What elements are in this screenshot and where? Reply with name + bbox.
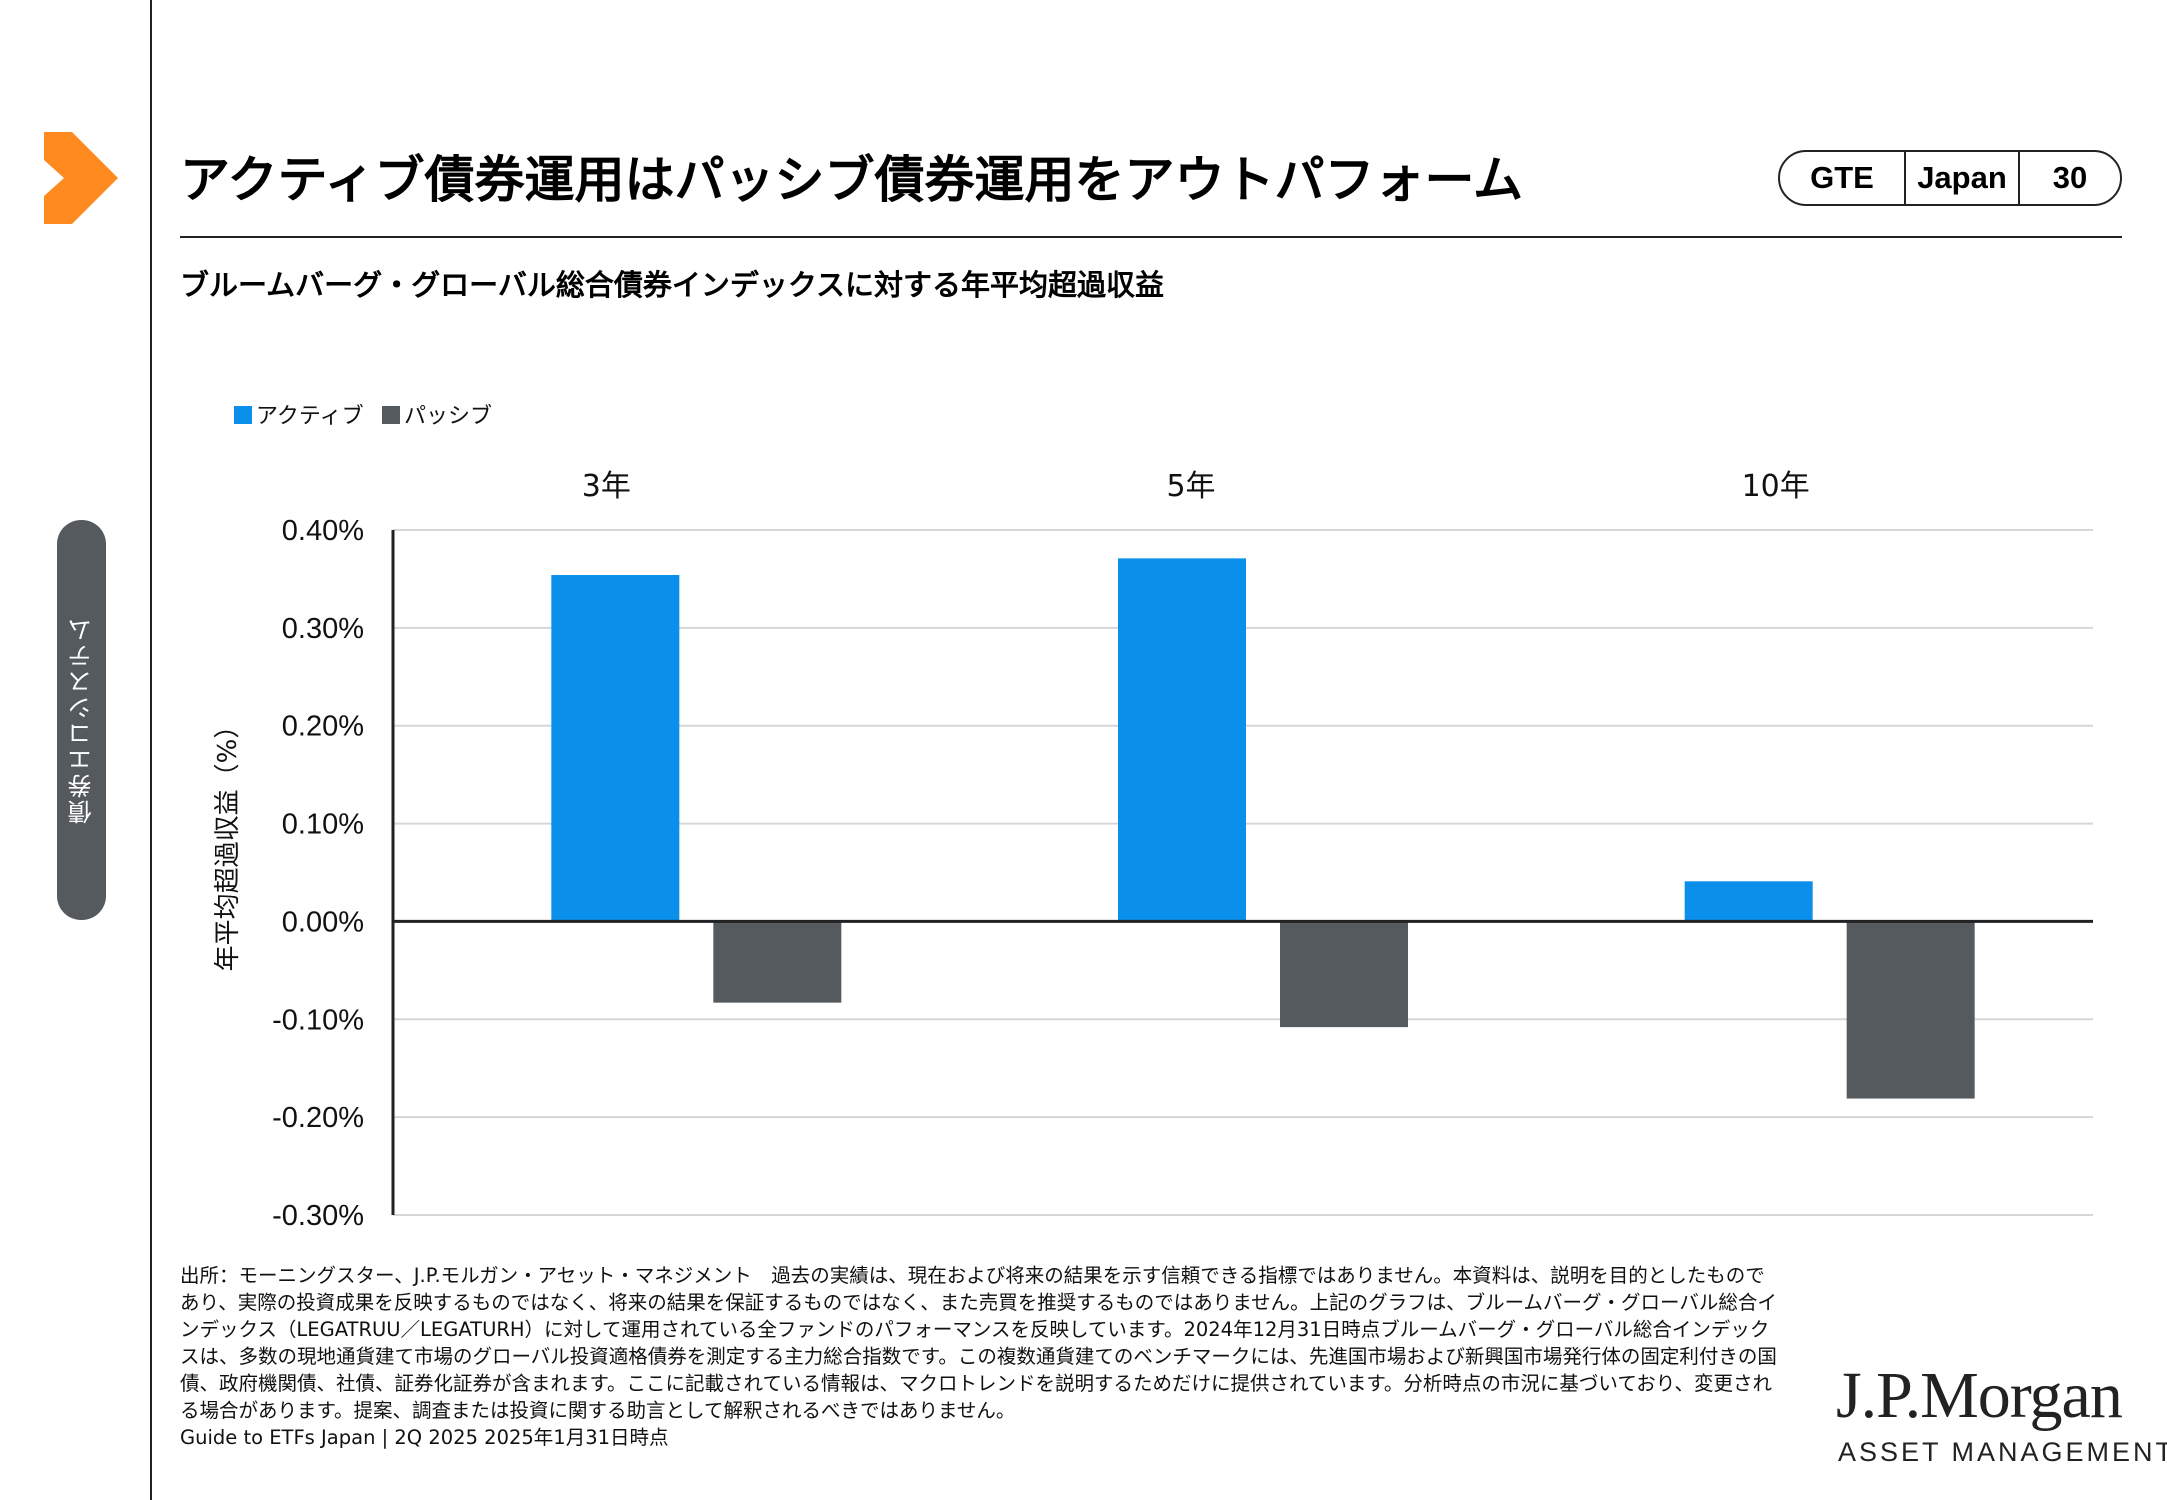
badge-page-number: 30 — [2052, 160, 2088, 195]
footnote-guide: Guide to ETFs Japan | 2Q 2025 2025年1月31日… — [180, 1426, 669, 1449]
bar-active-2 — [1684, 881, 1813, 922]
y-tick-label: 0.10% — [282, 809, 364, 841]
chart-title: ブルームバーグ・グローバル総合債券インデックスに対する年平均超過収益 — [180, 268, 1164, 302]
bar-active-1 — [1118, 558, 1246, 922]
category-label: 3年 — [582, 469, 631, 504]
section-tab[interactable]: 債券エコシステム — [57, 520, 106, 920]
bar-passive-2 — [1846, 921, 1975, 1099]
y-tick-label: -0.30% — [272, 1200, 364, 1232]
chevron-right-icon — [44, 132, 118, 224]
y-tick-label: 0.40% — [282, 515, 364, 547]
category-labels: 3年 5年 10年 — [582, 469, 1810, 504]
chart-legend: アクティブ パッシブ — [234, 404, 492, 429]
left-vertical-rule — [150, 0, 152, 1500]
chart-bars — [551, 558, 1975, 1099]
y-tick-label: 0.00% — [282, 906, 364, 938]
category-label: 5年 — [1166, 469, 1215, 504]
legend-swatch — [382, 406, 400, 424]
title-divider — [180, 236, 2122, 238]
bar-passive-1 — [1280, 921, 1408, 1028]
page-badge: GTE Japan 30 — [1778, 150, 2122, 206]
y-tick-label: -0.20% — [272, 1102, 364, 1134]
footnote: 出所：モーニングスター、J.P.モルガン・アセット・マネジメント 過去の実績は、… — [180, 1262, 1780, 1451]
bar-active-0 — [551, 575, 680, 922]
legend-label: パッシブ — [404, 404, 492, 429]
y-axis-ticks: 0.40% 0.30% 0.20% 0.10% 0.00% -0.10% -0.20% -0.… — [272, 515, 364, 1232]
logo-subtitle: ASSET MANAGEMENT — [1838, 1437, 2167, 1467]
badge-region: Japan — [1906, 152, 2020, 204]
y-tick-label: -0.10% — [272, 1004, 364, 1036]
footnote-text: 出所：モーニングスター、J.P.モルガン・アセット・マネジメント 過去の実績は、… — [180, 1264, 1777, 1422]
y-tick-label: 0.20% — [282, 711, 364, 743]
y-tick-label: 0.30% — [282, 613, 364, 645]
jpmorgan-logo: J.P.Morgan — [1836, 1359, 2123, 1432]
legend-label: アクティブ — [256, 404, 364, 429]
y-axis-label: 年平均超過収益（%） — [213, 713, 243, 972]
legend-swatch — [234, 406, 252, 424]
category-label: 10年 — [1742, 469, 1810, 504]
bar-passive-0 — [713, 921, 842, 1003]
page-title: アクティブ債券運用はパッシブ債券運用をアウトパフォーム — [180, 151, 1523, 209]
badge-gte: GTE — [1780, 152, 1906, 204]
